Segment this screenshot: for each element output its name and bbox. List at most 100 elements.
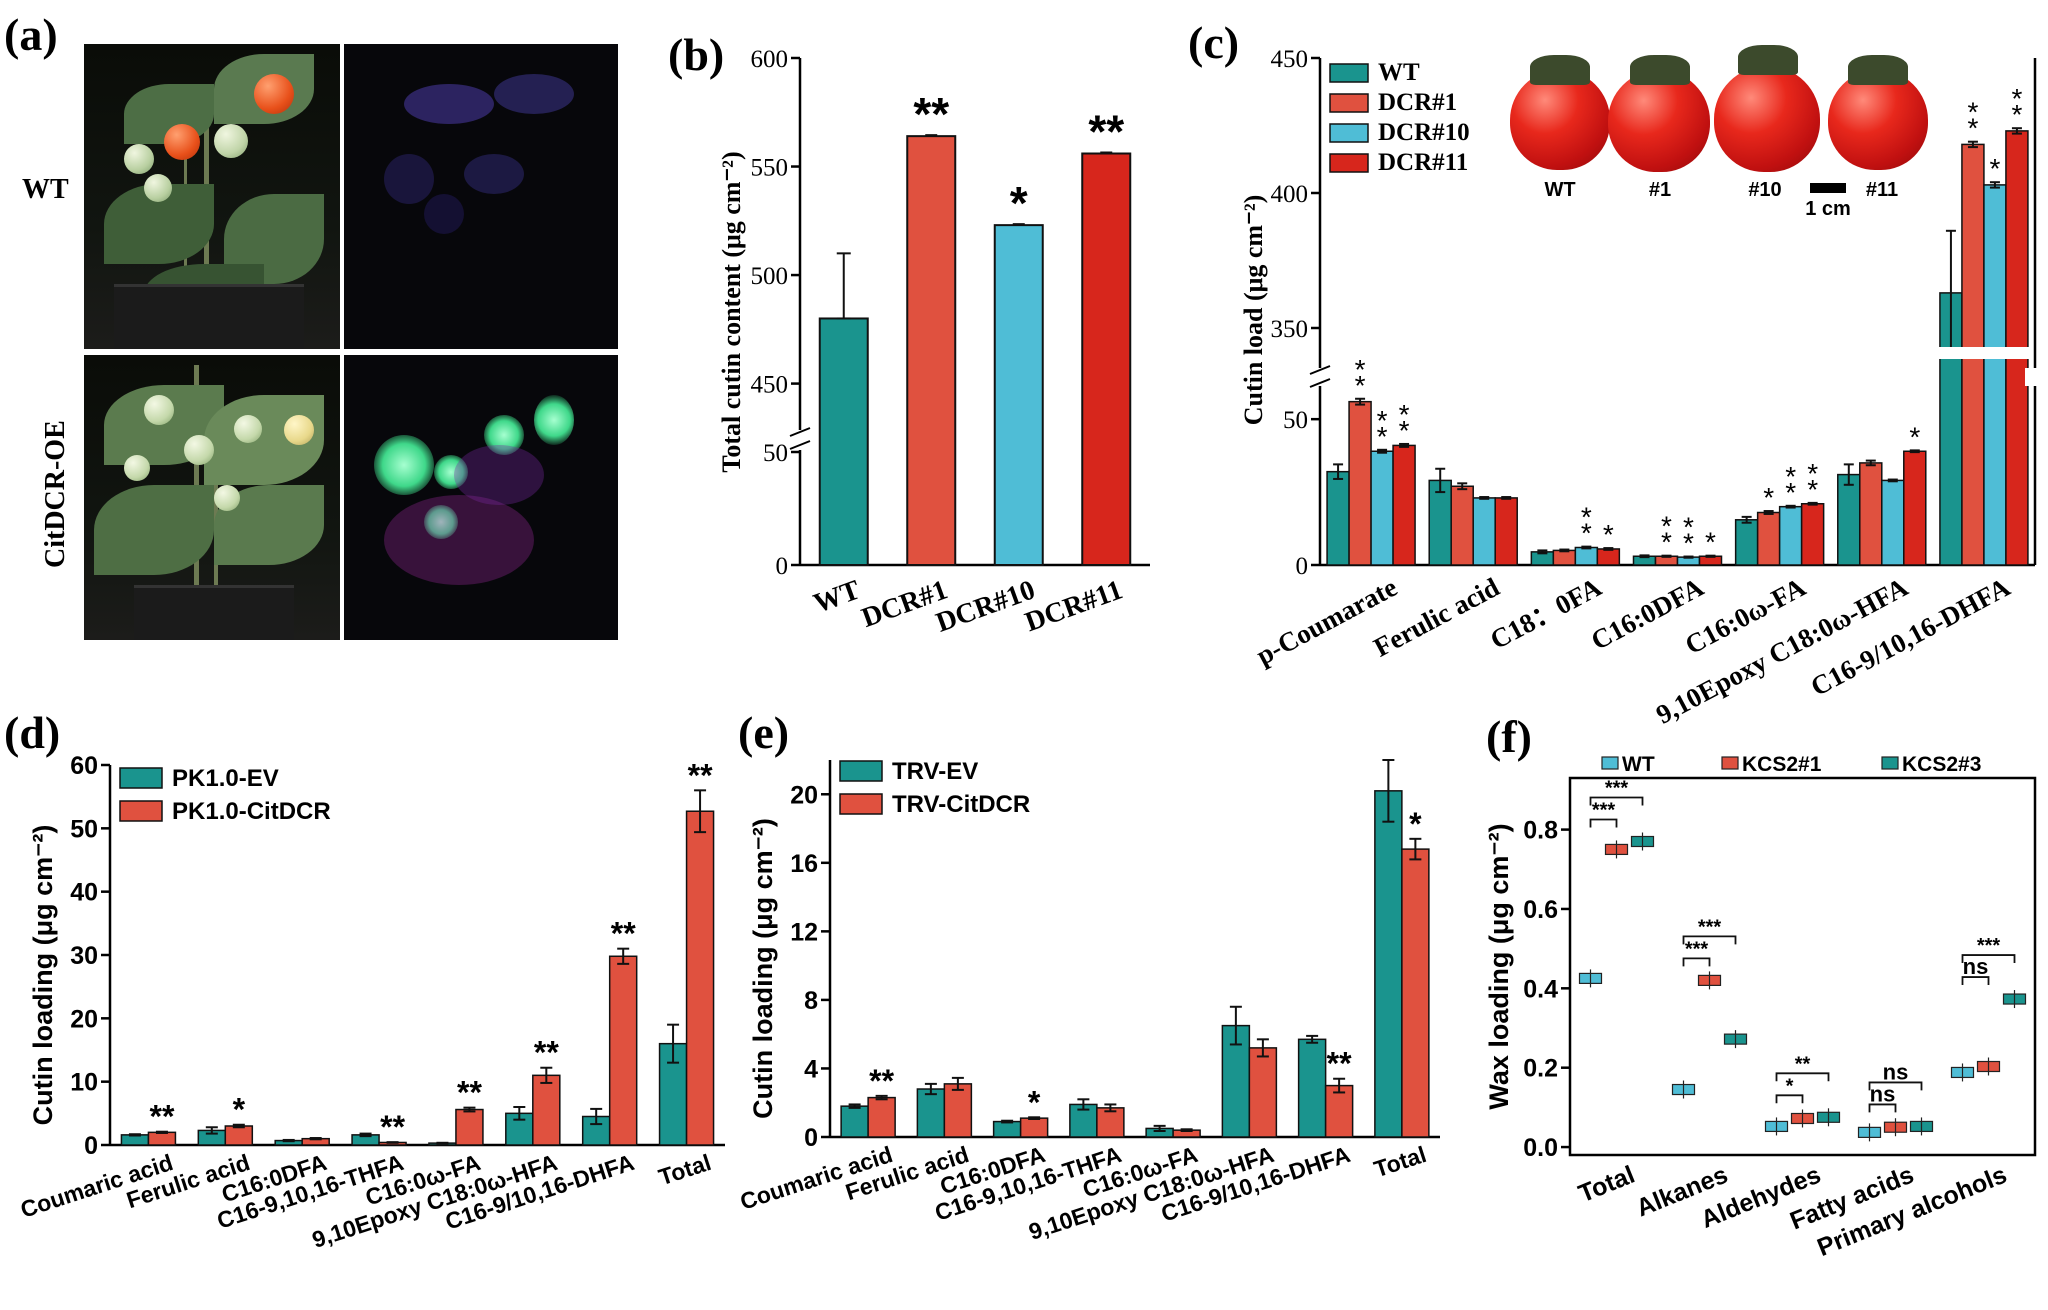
photo-wt-uv [344, 44, 618, 349]
c-significance: * [1785, 461, 1796, 492]
b-xtick-label: WT [810, 574, 865, 619]
d-bar [224, 1125, 254, 1146]
d-significance: ** [534, 1035, 559, 1071]
b-ytick-label: 550 [751, 155, 789, 182]
c-bar [1348, 400, 1372, 566]
e-legend-label: TRV-CitDCR [892, 791, 1030, 818]
d-bar [532, 1074, 561, 1146]
c-bar-break [1937, 347, 2030, 359]
f-bracket-label: *** [1605, 777, 1629, 799]
f-bracket-label: *** [1592, 799, 1616, 821]
f-bracket-label: ns [1870, 1081, 1896, 1106]
f-bracket-label: ns [1963, 954, 1989, 979]
c-bar [1574, 546, 1599, 566]
e-bar [1401, 848, 1430, 1138]
f-bracket-label: *** [1685, 938, 1709, 960]
chart-b: 050450500550600WT**DCR#1*DCR#10**DCR#11T… [717, 46, 1150, 1252]
c-bar [1370, 450, 1394, 566]
e-bar [992, 1120, 1022, 1138]
panel-label-b: (b) [668, 29, 724, 80]
c-ytick-label: 400 [1271, 181, 1309, 208]
b-bar [906, 135, 957, 566]
calyx-dcr10 [1738, 45, 1798, 75]
f-legend-label: KCS2#1 [1742, 753, 1822, 776]
b-xtick-label: DCR#11 [1021, 574, 1127, 638]
d-ytick-label: 50 [70, 815, 98, 843]
d-significance: ** [149, 1099, 174, 1135]
c-inset-label: #10 [1748, 179, 1781, 201]
e-significance: * [1028, 1084, 1041, 1120]
c-ytick-label: 450 [1271, 46, 1309, 73]
c-significance: * [1683, 512, 1694, 543]
c-significance: * [1967, 97, 1978, 128]
c-significance: * [1683, 528, 1694, 559]
c-bar [1903, 450, 1927, 566]
d-significance: ** [611, 916, 636, 952]
c-legend-label: DCR#11 [1378, 149, 1468, 176]
c-axis-gap-right [2025, 368, 2045, 386]
f-bracket [1961, 954, 2016, 964]
e-ytick-label: 16 [790, 850, 818, 878]
e-bar [1324, 1084, 1354, 1138]
c-ytick-label: 0 [1296, 553, 1309, 580]
d-significance: * [233, 1092, 246, 1128]
c-scale-bar-label: 1 cm [1805, 198, 1851, 220]
calyx-wt [1530, 55, 1590, 85]
photo-wt-bright [84, 44, 340, 349]
f-bracket [1868, 1103, 1897, 1113]
b-ytick-label: 600 [751, 46, 789, 73]
c-significance: * [1661, 511, 1672, 542]
f-xtick-label: Total [1575, 1161, 1639, 1209]
f-legend-label: WT [1622, 753, 1655, 776]
c-bar [1881, 479, 1905, 566]
c-significance: * [2011, 99, 2022, 130]
b-significance: * [1010, 177, 1028, 229]
d-ytick-label: 60 [70, 752, 98, 780]
c-bar [1552, 549, 1577, 566]
calyx-dcr1 [1630, 55, 1690, 85]
f-bracket [1775, 1072, 1830, 1082]
f-legend-swatch [1721, 756, 1739, 770]
f-bracket [1682, 957, 1711, 967]
e-xtick-label: Total [1371, 1141, 1430, 1182]
c-bar [1494, 497, 1518, 566]
calyx-dcr11 [1848, 55, 1908, 85]
e-y-axis-label: Cutin loading (μg cm⁻²) [748, 818, 778, 1119]
f-bracket [1961, 976, 1990, 986]
photo-citdcr-bright [84, 355, 340, 640]
fruit-dcr1 [1608, 70, 1710, 172]
c-legend-label: WT [1378, 59, 1420, 86]
c-significance: * [1967, 113, 1978, 144]
f-legend-swatch [1601, 756, 1619, 770]
c-inset-label: #11 [1866, 179, 1898, 201]
d-ytick-label: 10 [70, 1069, 98, 1097]
e-bar [1096, 1107, 1125, 1138]
e-legend-swatch [839, 760, 883, 782]
c-inset-label: #1 [1649, 179, 1671, 201]
c-legend-label: DCR#1 [1378, 89, 1457, 116]
c-significance: * [1785, 477, 1796, 508]
f-bracket [1868, 1081, 1923, 1091]
e-bar [916, 1088, 946, 1138]
c-y-axis-label: Cutin load (μg cm⁻²) [1239, 195, 1268, 426]
f-legend-swatch [1881, 756, 1899, 770]
c-significance: * [1355, 370, 1366, 401]
c-bar [1428, 479, 1452, 566]
f-ytick-label: 0.4 [1523, 975, 1558, 1003]
c-bar [1326, 470, 1350, 566]
c-legend-swatch [1329, 153, 1369, 173]
c-significance: * [1705, 527, 1716, 558]
d-significance: ** [380, 1109, 405, 1145]
d-bar [608, 955, 638, 1146]
d-legend-label: PK1.0-EV [172, 765, 279, 792]
e-significance: * [1409, 806, 1422, 842]
e-ytick-label: 4 [804, 1055, 818, 1083]
c-significance: * [1603, 519, 1614, 550]
c-significance: * [2011, 83, 2022, 114]
b-ytick-label: 50 [763, 440, 788, 467]
b-significance: ** [913, 88, 949, 140]
f-legend-label: KCS2#3 [1902, 753, 1981, 776]
c-legend-swatch [1329, 123, 1369, 143]
